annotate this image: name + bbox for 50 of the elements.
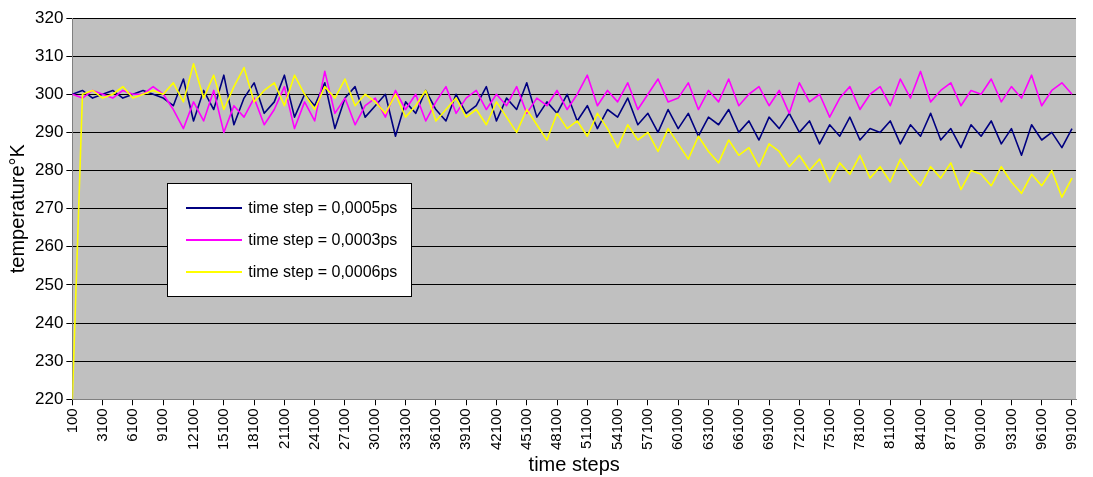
- x-tick-label: 87100: [940, 408, 958, 451]
- x-tick-label: 90100: [971, 408, 989, 451]
- x-tick-label: 72100: [789, 408, 807, 451]
- x-tick-label: 42100: [486, 408, 504, 451]
- x-tick-label: 60100: [668, 408, 686, 451]
- y-tick-label: 220: [34, 388, 64, 408]
- x-tick-label: 21100: [274, 408, 292, 449]
- x-axis-title: time steps: [528, 452, 620, 475]
- y-tick-label: 260: [34, 236, 64, 256]
- x-tick-label: 57100: [638, 408, 656, 451]
- x-tick-label: 100: [62, 408, 80, 434]
- x-tick-label: 33100: [395, 408, 413, 451]
- x-tick-label: 96100: [1031, 408, 1049, 451]
- x-tick-label: 9100: [153, 408, 171, 442]
- x-tick-label: 27100: [335, 408, 353, 451]
- y-tick-label: 310: [34, 45, 64, 65]
- legend-label: time step = 0,0005ps: [248, 199, 398, 217]
- x-tick-label: 18100: [244, 408, 262, 451]
- x-tick-label: 45100: [516, 408, 534, 451]
- y-tick-label: 270: [34, 198, 64, 218]
- x-tick-label: 66100: [728, 408, 746, 451]
- x-tick-label: 63100: [698, 408, 716, 451]
- x-tick-label: 6100: [123, 408, 141, 442]
- x-tick-label: 75100: [819, 408, 837, 451]
- y-tick-label: 320: [34, 7, 64, 27]
- x-tick-label: 24100: [304, 408, 322, 451]
- y-tick-label: 280: [34, 160, 64, 180]
- y-tick-label: 300: [34, 83, 64, 103]
- x-tick-label: 51100: [577, 408, 595, 449]
- x-tick-label: 12100: [183, 408, 201, 451]
- y-tick-label: 240: [34, 312, 64, 332]
- x-tick-label: 84100: [910, 408, 928, 451]
- y-axis-title: temperature°K: [5, 143, 28, 274]
- x-tick-label: 93100: [1001, 408, 1019, 451]
- x-tick-label: 39100: [456, 408, 474, 451]
- x-tick-label: 81100: [880, 408, 898, 449]
- y-tick-label: 250: [34, 274, 64, 294]
- y-tick-label: 290: [34, 122, 64, 142]
- x-tick-label: 3100: [92, 408, 110, 442]
- legend-label: time step = 0,0003ps: [248, 231, 398, 249]
- y-tick-label: 230: [34, 350, 64, 370]
- x-tick-label: 69100: [759, 408, 777, 451]
- x-tick-label: 54100: [607, 408, 625, 451]
- x-tick-label: 15100: [213, 408, 231, 451]
- x-tick-label: 30100: [365, 408, 383, 451]
- legend-label: time step = 0,0006ps: [248, 263, 398, 281]
- x-tick-label: 36100: [426, 408, 444, 451]
- x-tick-label: 99100: [1062, 408, 1080, 451]
- x-tick-label: 78100: [850, 408, 868, 451]
- x-tick-label: 48100: [547, 408, 565, 451]
